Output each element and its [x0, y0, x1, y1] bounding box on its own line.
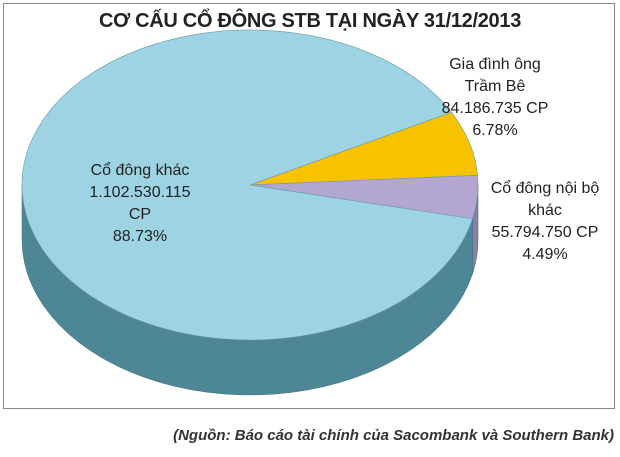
category-label: Cổ đông nội bộ khác — [490, 180, 600, 219]
slice-label: Cổ đông khác 1.102.530.115 CP 88.73% — [60, 160, 220, 248]
slice — [21, 29, 473, 341]
category-label: Gia đình ông Trầm Bê — [449, 56, 541, 95]
source-note: (Nguồn: Báo cáo tài chính của Sacombank … — [173, 427, 614, 444]
chart — [21, 29, 479, 396]
slice-label: Gia đình ông Trầm Bê 84.186.735 CP 6.78% — [425, 54, 565, 142]
value-label: 4.49% — [522, 246, 568, 263]
share-label: 55.794.750 CP — [491, 224, 599, 241]
chart-title: CƠ CẤU CỔ ĐÔNG STB TẠI NGÀY 31/12/2013 — [98, 10, 522, 32]
share-label: 84.186.735 CP — [441, 100, 549, 117]
frame — [3, 3, 615, 409]
value-label: 6.78% — [472, 122, 518, 139]
share-label: 1.102.530.115 CP — [89, 184, 191, 223]
category-label: Cổ đông khác — [90, 162, 190, 179]
value-label: 88.73% — [112, 228, 168, 245]
slice-label: Cổ đông nội bộ khác 55.794.750 CP 4.49% — [470, 178, 620, 266]
